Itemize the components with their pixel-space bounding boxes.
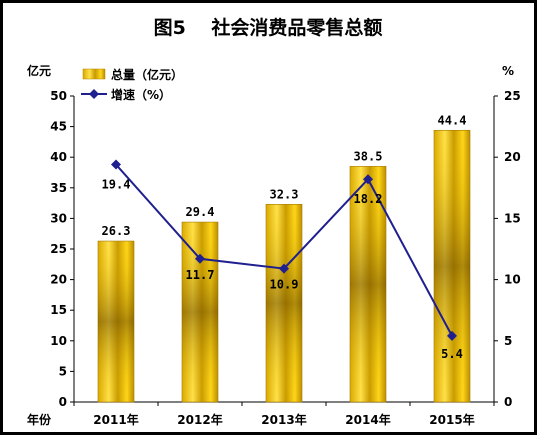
x-tick-label: 2015年 xyxy=(429,412,474,427)
left-tick-label: 35 xyxy=(50,181,67,195)
bar-shade xyxy=(434,130,470,402)
left-tick-label: 0 xyxy=(59,395,67,409)
legend-bar-swatch xyxy=(82,68,106,80)
left-tick-label: 20 xyxy=(50,273,67,287)
bar-value-label: 44.4 xyxy=(438,113,467,127)
x-tick-label: 2013年 xyxy=(261,412,306,427)
right-tick-label: 15 xyxy=(504,211,521,225)
bar-shade xyxy=(182,222,218,402)
chart-svg: 图5 社会消费品零售总额 亿元 % 总量（亿元） 增速（%） 0 5 10 15 20 2… xyxy=(27,16,521,427)
x-tick-label: 2011年 xyxy=(93,412,138,427)
bar-shade xyxy=(350,166,386,402)
left-tick-label: 25 xyxy=(50,242,67,256)
growth-point xyxy=(363,174,373,185)
left-tick-label: 50 xyxy=(50,89,67,103)
growth-point xyxy=(111,159,121,170)
legend-line-marker xyxy=(89,89,99,99)
x-tick-label: 2014年 xyxy=(345,412,390,427)
growth-value-label: 19.4 xyxy=(102,178,131,192)
bar-value-label: 26.3 xyxy=(102,224,131,238)
right-tick-label: 10 xyxy=(504,273,521,287)
left-axis-unit: 亿元 xyxy=(27,63,51,78)
x-tick-label: 2012年 xyxy=(177,412,222,427)
bar-shade xyxy=(98,241,134,402)
growth-point xyxy=(447,330,457,341)
right-tick-label: 0 xyxy=(504,395,512,409)
legend-bar-label: 总量（亿元） xyxy=(111,67,183,82)
growth-value-label: 5.4 xyxy=(441,347,463,361)
growth-value-label: 18.2 xyxy=(354,192,383,206)
right-tick-label: 25 xyxy=(504,89,521,103)
right-tick-label: 20 xyxy=(504,150,521,164)
bar-shade xyxy=(266,204,302,402)
bar-value-label: 32.3 xyxy=(270,187,299,201)
legend-line-label: 增速（%） xyxy=(111,87,171,102)
left-tick-label: 40 xyxy=(50,150,67,164)
left-tick-label: 30 xyxy=(50,211,67,225)
growth-value-label: 10.9 xyxy=(270,278,299,292)
left-tick-label: 5 xyxy=(59,364,67,378)
left-tick-label: 45 xyxy=(50,120,67,134)
right-axis-unit: % xyxy=(502,64,514,78)
chart-title: 图5 社会消费品零售总额 xyxy=(154,16,383,39)
growth-point xyxy=(279,263,289,274)
plot-area: 0 5 10 15 20 25 30 35 40 45 50 0 5 10 15 20 25 2011年 2012年… xyxy=(50,89,520,427)
bar-value-label: 29.4 xyxy=(186,205,215,219)
left-tick-label: 15 xyxy=(50,303,67,317)
bar-value-label: 38.5 xyxy=(354,149,383,163)
x-axis-label: 年份 xyxy=(27,412,52,427)
right-tick-label: 5 xyxy=(504,334,512,348)
growth-value-label: 11.7 xyxy=(186,268,215,282)
left-tick-label: 10 xyxy=(50,334,67,348)
